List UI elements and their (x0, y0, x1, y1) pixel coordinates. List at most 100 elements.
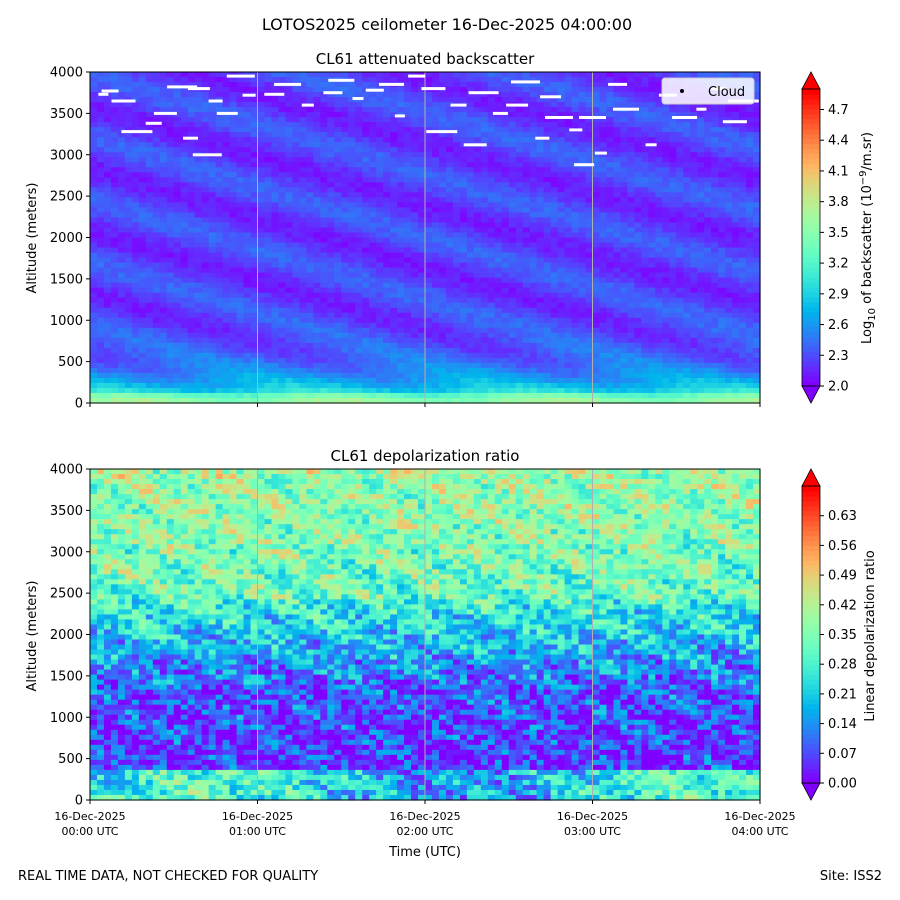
heatmap-cell (467, 243, 475, 249)
heatmap-cell (641, 112, 649, 118)
heatmap-cell (237, 217, 245, 223)
heatmap-cell (146, 107, 154, 113)
heatmap-cell (593, 172, 601, 178)
heatmap-cell (195, 182, 203, 188)
heatmap-cell (481, 207, 489, 213)
heatmap-cell (167, 122, 175, 128)
heatmap-cell (362, 102, 370, 108)
heatmap-cell (292, 122, 300, 128)
heatmap-cell (118, 72, 126, 78)
heatmap-cell (655, 152, 663, 158)
heatmap-cell (181, 238, 189, 244)
heatmap-cell (467, 298, 475, 304)
heatmap-cell (502, 232, 510, 238)
heatmap-cell (411, 328, 419, 334)
heatmap-cell (271, 162, 279, 168)
heatmap-cell (118, 157, 126, 163)
heatmap-cell (572, 288, 580, 294)
heatmap-cell (725, 112, 733, 118)
heatmap-cell (118, 238, 126, 244)
heatmap-cell (579, 217, 587, 223)
heatmap-cell (299, 207, 307, 213)
heatmap-cell (690, 132, 698, 138)
heatmap-cell (341, 273, 349, 279)
heatmap-cell (418, 243, 426, 249)
heatmap-cell (376, 162, 384, 168)
heatmap-cell (362, 293, 370, 299)
heatmap-cell (320, 248, 328, 254)
heatmap-cell (488, 107, 496, 113)
heatmap-cell (118, 182, 126, 188)
heatmap-cell (90, 323, 98, 329)
heatmap-cell (530, 117, 538, 123)
heatmap-cell (593, 202, 601, 208)
heatmap-cell (586, 132, 594, 138)
heatmap-cell (132, 258, 140, 264)
heatmap-cell (146, 278, 154, 284)
heatmap-cell (118, 243, 126, 249)
heatmap-cell (662, 303, 670, 309)
heatmap-cell (327, 117, 335, 123)
heatmap-cell (718, 137, 726, 143)
heatmap-cell (627, 258, 635, 264)
heatmap-cell (558, 308, 566, 314)
heatmap-cell (488, 207, 496, 213)
heatmap-cell (509, 217, 517, 223)
heatmap-cell (655, 187, 663, 193)
heatmap-cell (327, 318, 335, 324)
heatmap-cell (627, 253, 635, 259)
heatmap-cell (327, 187, 335, 193)
heatmap-cell (188, 328, 196, 334)
heatmap-cell (146, 227, 154, 233)
heatmap-cell (285, 263, 293, 269)
heatmap-cell (453, 172, 461, 178)
heatmap-cell (341, 283, 349, 289)
heatmap-cell (586, 147, 594, 153)
heatmap-cell (139, 263, 147, 269)
heatmap-cell (523, 318, 531, 324)
heatmap-cell (495, 232, 503, 238)
heatmap-cell (278, 268, 286, 274)
heatmap-cell (404, 167, 412, 173)
heatmap-cell (676, 212, 684, 218)
heatmap-cell (565, 82, 573, 88)
heatmap-cell (111, 293, 119, 299)
heatmap-cell (341, 187, 349, 193)
heatmap-cell (111, 92, 119, 98)
heatmap-cell (523, 253, 531, 259)
heatmap-cell (237, 283, 245, 289)
heatmap-cell (753, 238, 761, 244)
heatmap-cell (481, 243, 489, 249)
heatmap-cell (488, 127, 496, 133)
heatmap-cell (669, 308, 677, 314)
heatmap-cell (439, 268, 447, 274)
heatmap-cell (104, 207, 112, 213)
heatmap-cell (383, 132, 391, 138)
heatmap-cell (195, 273, 203, 279)
heatmap-cell (251, 187, 259, 193)
heatmap-cell (606, 147, 614, 153)
heatmap-cell (285, 92, 293, 98)
heatmap-cell (579, 212, 587, 218)
heatmap-cell (648, 117, 656, 123)
heatmap-cell (627, 248, 635, 254)
heatmap-cell (425, 248, 433, 254)
heatmap-cell (292, 293, 300, 299)
heatmap-cell (662, 268, 670, 274)
heatmap-cell (418, 273, 426, 279)
heatmap-cell (453, 187, 461, 193)
heatmap-cell (502, 243, 510, 249)
heatmap-cell (467, 303, 475, 309)
heatmap-cell (111, 243, 119, 249)
heatmap-cell (202, 167, 210, 173)
heatmap-cell (397, 227, 405, 233)
heatmap-cell (474, 323, 482, 329)
heatmap-cell (383, 243, 391, 249)
heatmap-cell (425, 162, 433, 168)
heatmap-cell (348, 288, 356, 294)
heatmap-cell (139, 217, 147, 223)
heatmap-cell (683, 127, 691, 133)
heatmap-cell (104, 222, 112, 228)
heatmap-cell (641, 328, 649, 334)
heatmap-cell (334, 217, 342, 223)
